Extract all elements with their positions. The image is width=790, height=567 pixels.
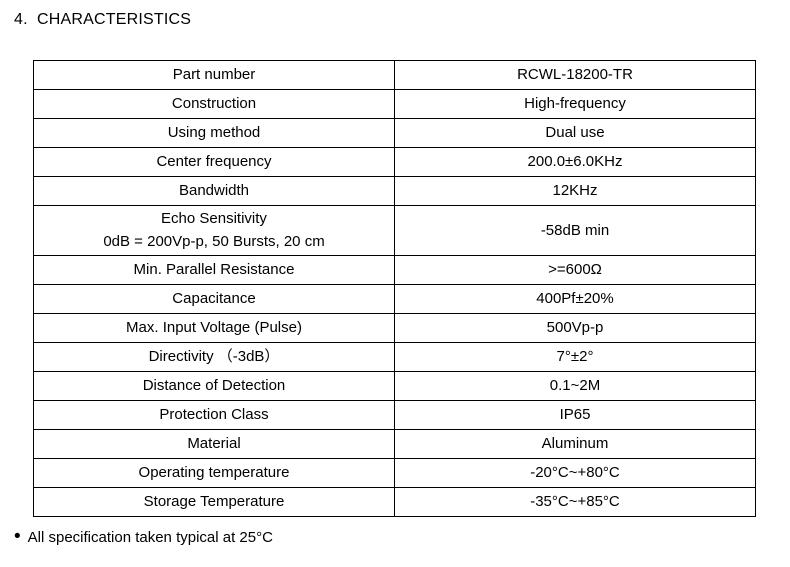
footnote-text: All specification taken typical at 25°C [27, 529, 273, 546]
spec-label-cell: Part number [33, 60, 395, 90]
spec-label-cell: Material [33, 428, 395, 459]
spec-label-cell: Directivity （-3dB） [33, 341, 395, 372]
spec-label-cell: Operating temperature [33, 457, 395, 488]
spec-label-line: Material [187, 434, 241, 452]
spec-label-line: Storage Temperature [143, 492, 285, 510]
table-row: Capacitance 400Pf±20% [33, 283, 756, 314]
spec-value-cell: -35°C~+85°C [394, 486, 756, 517]
spec-label-line: Operating temperature [138, 463, 290, 481]
table-row: Part number RCWL-18200-TR [33, 60, 756, 90]
table-row: Material Aluminum [33, 428, 756, 459]
footnote: • All specification taken typical at 25°… [14, 526, 273, 547]
spec-label-cell: Construction [33, 89, 395, 119]
table-row: Echo Sensitivity 0dB = 200Vp-p, 50 Bursts… [33, 205, 756, 256]
spec-label-cell: Capacitance [33, 283, 395, 314]
spec-label-cell: Max. Input Voltage (Pulse) [33, 312, 395, 343]
spec-label-line: Echo Sensitivity [161, 210, 267, 227]
spec-label-cell: Center frequency [33, 147, 395, 177]
table-row: Center frequency 200.0±6.0KHz [33, 147, 756, 177]
spec-label-line: Directivity （-3dB） [148, 347, 280, 365]
spec-label-line: Center frequency [156, 153, 272, 171]
spec-value-cell: RCWL-18200-TR [394, 60, 756, 90]
spec-value-cell: 0.1~2M [394, 370, 756, 401]
spec-label-line: 0dB = 200Vp-p, 50 Bursts, 20 cm [103, 233, 325, 251]
spec-label-cell: Min. Parallel Resistance [33, 254, 395, 285]
table-row: Bandwidth 12KHz [33, 176, 756, 206]
table-row: Storage Temperature -35°C~+85°C [33, 486, 756, 517]
table-row: Min. Parallel Resistance >=600Ω [33, 254, 756, 285]
spec-value-cell: -58dB min [394, 205, 756, 256]
table-row: Construction High-frequency [33, 89, 756, 119]
table-row: Operating temperature -20°C~+80°C [33, 457, 756, 488]
spec-value-cell: 400Pf±20% [394, 283, 756, 314]
table-row: Distance of Detection 0.1~2M [33, 370, 756, 401]
table-row: Protection Class IP65 [33, 399, 756, 430]
bullet-icon: • [14, 526, 21, 547]
spec-label-cell: Protection Class [33, 399, 395, 430]
spec-label-cell: Storage Temperature [33, 486, 395, 517]
spec-label-line: Part number [172, 66, 256, 84]
spec-value-cell: High-frequency [394, 89, 756, 119]
spec-label-line: Min. Parallel Resistance [133, 260, 295, 278]
spec-label-line: Protection Class [159, 405, 269, 423]
spec-value-cell: 7°±2° [394, 341, 756, 372]
table-row: Directivity （-3dB） 7°±2° [33, 341, 756, 372]
spec-label-line: Bandwidth [178, 182, 250, 200]
spec-value-cell: 200.0±6.0KHz [394, 147, 756, 177]
table-row: Max. Input Voltage (Pulse) 500Vp-p [33, 312, 756, 343]
spec-value-cell: Dual use [394, 118, 756, 148]
spec-value-cell: -20°C~+80°C [394, 457, 756, 488]
spec-label-line: Capacitance [172, 289, 256, 307]
spec-value-cell: 12KHz [394, 176, 756, 206]
spec-label-line: Construction [171, 95, 257, 113]
spec-label-line: Max. Input Voltage (Pulse) [126, 318, 302, 336]
table-row: Using method Dual use [33, 118, 756, 148]
spec-value-cell: Aluminum [394, 428, 756, 459]
spec-value-cell: >=600Ω [394, 254, 756, 285]
spec-label-cell: Using method [33, 118, 395, 148]
spec-label-cell: Echo Sensitivity 0dB = 200Vp-p, 50 Bursts… [33, 205, 395, 256]
spec-label-line: Using method [167, 124, 261, 142]
spec-label-line: Distance of Detection [142, 376, 286, 394]
spec-table-body: Part number RCWL-18200-TR Construction High… [33, 60, 756, 517]
spec-value-cell: IP65 [394, 399, 756, 430]
section-title: 4. CHARACTERISTICS [14, 11, 192, 28]
characteristics-table: Part number RCWL-18200-TR Construction High… [33, 60, 756, 517]
spec-value-cell: 500Vp-p [394, 312, 756, 343]
spec-label-cell: Bandwidth [33, 176, 395, 206]
spec-label-cell: Distance of Detection [33, 370, 395, 401]
